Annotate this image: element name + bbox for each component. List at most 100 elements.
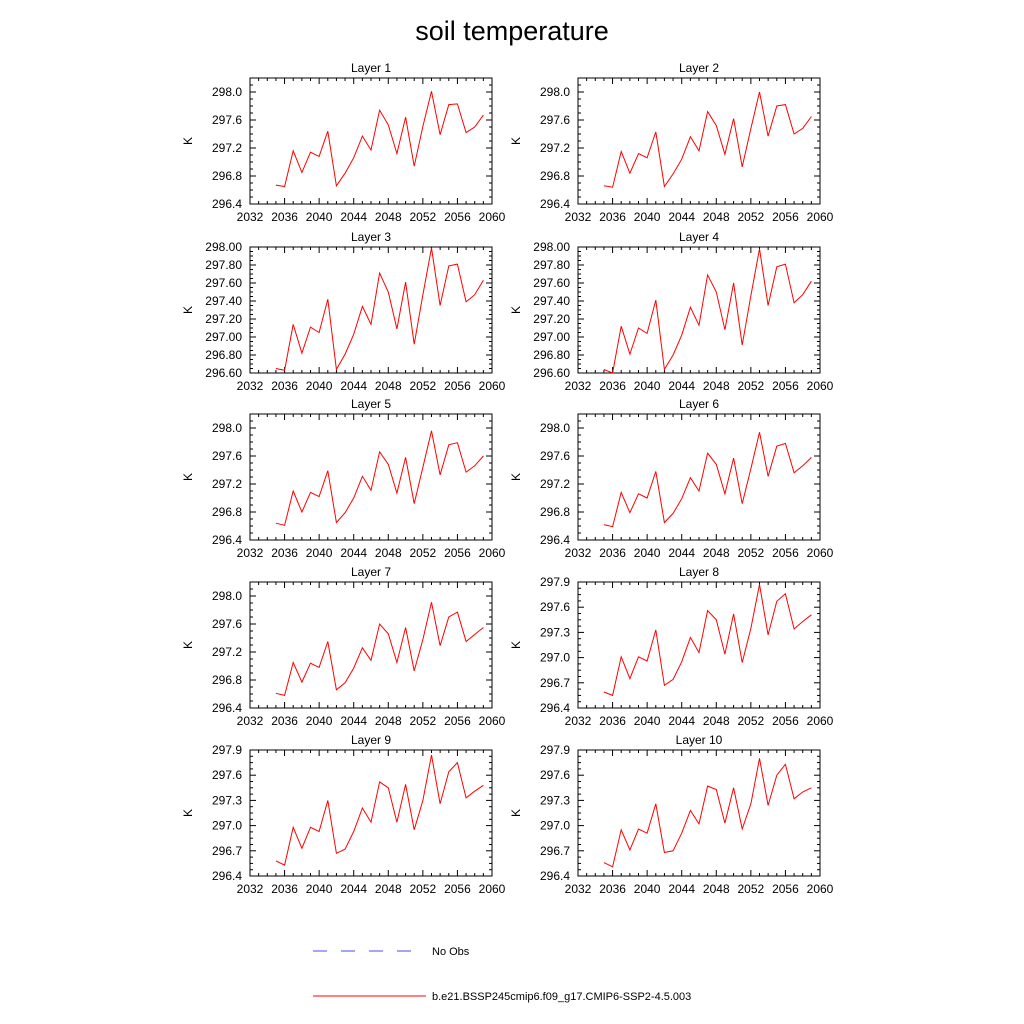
plot-frame [249, 77, 493, 205]
y-tick-label: 296.7 [212, 844, 242, 858]
panel-layer-4: Layer 4 K 2032 2036 2040 2044 2048 2052 2056 2060… [509, 230, 834, 393]
x-tick-label: 2036 [271, 546, 298, 560]
y-tick-label: 297.9 [540, 743, 570, 757]
x-tick-label: 2056 [444, 546, 471, 560]
plot-frame [249, 246, 493, 374]
y-axis-label: K [181, 809, 195, 817]
y-tick-label: 297.00 [205, 330, 242, 344]
x-tick-label: 2032 [237, 379, 264, 393]
x-tick-label: 2052 [410, 714, 437, 728]
x-tick-label: 2048 [703, 714, 730, 728]
series-line [275, 247, 484, 371]
y-tick-label: 297.20 [533, 312, 570, 326]
x-tick-label: 2036 [271, 882, 298, 896]
x-tick-label: 2052 [410, 210, 437, 224]
x-tick-label: 2040 [306, 882, 333, 896]
x-tick-label: 2032 [565, 714, 592, 728]
panels-group: Layer 1 K 2032 2036 2040 2044 2048 2052 2056 2060… [181, 61, 834, 896]
plot-frame [577, 749, 821, 877]
x-tick-label: 2048 [703, 379, 730, 393]
y-tick-label: 298.0 [212, 85, 242, 99]
y-tick-label: 296.60 [205, 366, 242, 380]
series-line [603, 432, 812, 528]
y-tick-label: 297.6 [212, 617, 242, 631]
series-line [603, 91, 812, 188]
y-tick-label: 296.8 [540, 505, 570, 519]
x-tick-label: 2060 [479, 379, 506, 393]
y-axis-label: K [181, 137, 195, 145]
y-axis-label: K [181, 473, 195, 481]
y-tick-label: 297.80 [205, 258, 242, 272]
y-tick-label: 296.80 [533, 348, 570, 362]
y-tick-label: 296.7 [540, 844, 570, 858]
series-line [603, 758, 812, 868]
y-tick-label: 297.9 [212, 743, 242, 757]
x-tick-label: 2052 [738, 379, 765, 393]
legend-model-label: b.e21.BSSP245cmip6.f09_g17.CMIP6-SSP2-4.… [432, 991, 691, 1003]
x-tick-label: 2052 [738, 882, 765, 896]
series-line [603, 584, 812, 697]
x-tick-label: 2044 [668, 379, 695, 393]
x-tick-label: 2048 [703, 546, 730, 560]
x-tick-label: 2060 [479, 210, 506, 224]
y-tick-label: 297.0 [212, 819, 242, 833]
y-tick-label: 297.9 [540, 575, 570, 589]
x-tick-label: 2040 [634, 714, 661, 728]
y-tick-label: 296.4 [540, 701, 570, 715]
x-tick-label: 2044 [668, 546, 695, 560]
x-tick-label: 2048 [375, 882, 402, 896]
y-tick-label: 298.00 [533, 240, 570, 254]
x-tick-label: 2036 [599, 546, 626, 560]
x-tick-label: 2032 [237, 882, 264, 896]
legend: No Obs b.e21.BSSP245cmip6.f09_g17.CMIP6-… [313, 946, 691, 1003]
plot-frame [249, 413, 493, 541]
panel-layer-3: Layer 3 K 2032 2036 2040 2044 2048 2052 2056 2060… [181, 230, 506, 393]
x-tick-label: 2032 [237, 546, 264, 560]
y-tick-label: 296.4 [540, 869, 570, 883]
series-line [275, 602, 484, 697]
x-tick-label: 2040 [306, 546, 333, 560]
x-tick-label: 2044 [340, 882, 367, 896]
panel-title: Layer 9 [351, 733, 391, 747]
x-tick-label: 2044 [340, 210, 367, 224]
x-tick-label: 2056 [444, 882, 471, 896]
x-tick-label: 2060 [807, 546, 834, 560]
panel-layer-5: Layer 5 K 2032 2036 2040 2044 2048 2052 2056 2060… [181, 397, 506, 560]
x-tick-label: 2060 [479, 882, 506, 896]
x-tick-label: 2032 [565, 882, 592, 896]
x-tick-label: 2040 [634, 210, 661, 224]
y-tick-label: 296.80 [205, 348, 242, 362]
x-tick-label: 2056 [772, 379, 799, 393]
x-tick-label: 2032 [565, 546, 592, 560]
y-axis-label: K [509, 137, 523, 145]
y-tick-label: 297.2 [212, 477, 242, 491]
x-tick-label: 2048 [703, 882, 730, 896]
x-tick-label: 2056 [772, 210, 799, 224]
x-tick-label: 2056 [444, 714, 471, 728]
panel-layer-7: Layer 7 K 2032 2036 2040 2044 2048 2052 2056 2060… [181, 565, 506, 728]
panel-title: Layer 7 [351, 565, 391, 579]
y-tick-label: 297.2 [540, 141, 570, 155]
x-tick-label: 2060 [807, 882, 834, 896]
y-tick-label: 297.6 [540, 113, 570, 127]
x-tick-label: 2040 [306, 379, 333, 393]
y-axis-label: K [509, 473, 523, 481]
x-tick-label: 2036 [271, 210, 298, 224]
y-tick-label: 296.4 [540, 533, 570, 547]
y-axis-label: K [509, 809, 523, 817]
panel-layer-2: Layer 2 K 2032 2036 2040 2044 2048 2052 2056 2060… [509, 61, 834, 224]
panel-layer-10: Layer 10 K 2032 2036 2040 2044 2048 2052 2056 206… [509, 733, 834, 896]
x-tick-label: 2052 [410, 379, 437, 393]
panel-title: Layer 8 [679, 565, 719, 579]
y-axis-label: K [181, 641, 195, 649]
y-tick-label: 296.4 [540, 197, 570, 211]
y-tick-label: 296.4 [212, 869, 242, 883]
x-tick-label: 2048 [703, 210, 730, 224]
y-tick-label: 297.2 [212, 645, 242, 659]
x-tick-label: 2052 [738, 210, 765, 224]
x-tick-label: 2060 [807, 714, 834, 728]
x-tick-label: 2048 [375, 546, 402, 560]
x-tick-label: 2048 [375, 210, 402, 224]
panel-title: Layer 10 [676, 733, 723, 747]
x-tick-label: 2056 [444, 210, 471, 224]
